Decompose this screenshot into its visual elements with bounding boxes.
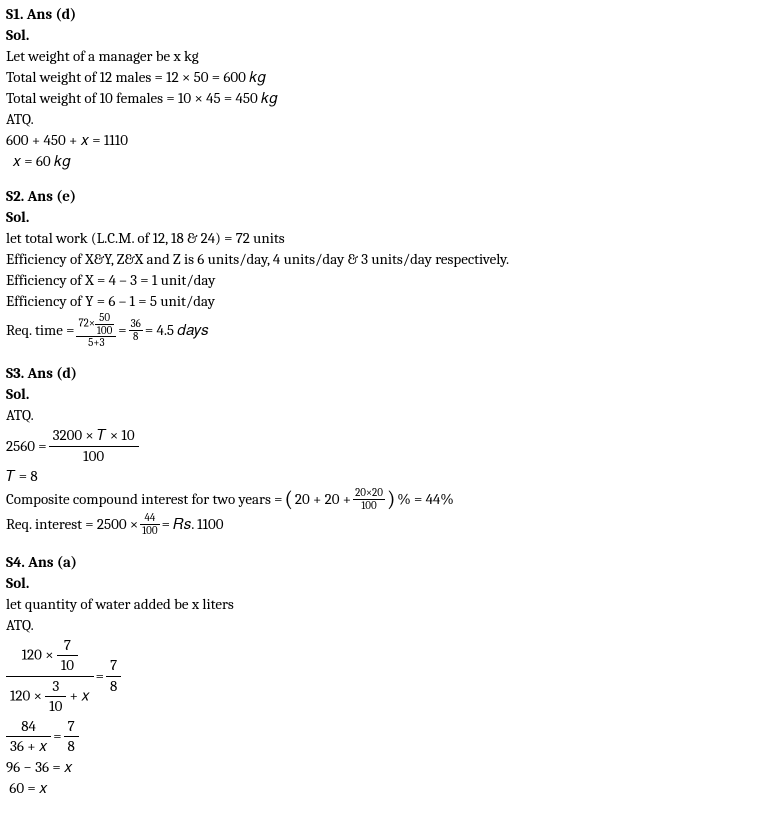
s1-line4: ATQ.	[6, 109, 771, 130]
s3-sol-label: Sol.	[6, 384, 771, 405]
s4-line5: 96 − 36 = 𝑥	[6, 757, 771, 778]
s2-frac1: 72×50100 5+3	[76, 312, 116, 349]
s3-req-row: Req. interest = 2500 × 44 100 = 𝑅𝑠. 1100	[6, 512, 771, 537]
s2-f1-inner-num: 50	[95, 312, 114, 325]
s4-mid-lhs-den: 36 + 𝑥	[6, 737, 51, 757]
s1-l3a: Total weight of 10 females =	[6, 89, 178, 107]
s4-rhs2: 7 8	[64, 717, 79, 757]
s2-frac2: 36 8	[129, 318, 143, 343]
s3-comp-in: 20 + 20 +	[295, 489, 351, 510]
s1-l2b: 12 × 50 = 600 𝑘𝑔	[166, 68, 265, 86]
s1-heading: S1. Ans (d)	[6, 4, 771, 25]
s4-line6: 60 = 𝑥	[6, 778, 771, 799]
s2-req-time-row: Req. time = 72×50100 5+3 = 36 8 = 4.5 𝑑𝑎…	[6, 312, 771, 349]
s3-bigfrac: 3200 × 𝑇 × 10 100	[49, 426, 139, 466]
s3-comp-frac: 20×20 100	[353, 487, 385, 512]
s3-eq-den: 100	[49, 447, 139, 467]
s4-rhs1-den: 8	[106, 677, 121, 697]
s3-eq-row: 2560 = 3200 × 𝑇 × 10 100	[6, 426, 771, 466]
s3-req-a: Req. interest = 2500 ×	[6, 514, 138, 535]
s4-rhs2-den: 8	[64, 737, 79, 757]
s4-bignum-frac: 710	[57, 636, 78, 676]
solution-s4: S4. Ans (a) Sol. let quantity of water a…	[6, 552, 771, 799]
s1-l3b: 10 × 45 = 450 𝑘𝑔	[178, 89, 277, 107]
s4-mid-lhs: 84 36 + 𝑥	[6, 717, 51, 757]
s3-eq-lhs: 2560 =	[6, 436, 47, 457]
s2-line2: Efficiency of X&Y, Z&X and Z is 6 units/…	[6, 249, 771, 270]
s4-line1: let quantity of water added be x liters	[6, 594, 771, 615]
s4-bignum-frac-den: 10	[57, 656, 78, 676]
s4-bigden-b: + 𝑥	[66, 686, 89, 704]
s4-mid-lhs-num: 84	[6, 717, 51, 738]
s3-comp-a: Composite compound interest for two year…	[6, 489, 282, 510]
solution-s3: S3. Ans (d) Sol. ATQ. 2560 = 3200 × 𝑇 × …	[6, 363, 771, 537]
s4-line2: ATQ.	[6, 615, 771, 636]
s2-sol-label: Sol.	[6, 207, 771, 228]
s4-heading: S4. Ans (a)	[6, 552, 771, 573]
s3-line1: ATQ.	[6, 405, 771, 426]
s3-comp-b: % = 44%	[397, 489, 453, 510]
s4-bigden-frac: 310	[45, 677, 66, 717]
s4-eq1: =	[96, 666, 104, 687]
s4-bigfrac-lhs: 120 × 710 120 × 310 + 𝑥	[6, 636, 94, 717]
s1-sol-label: Sol.	[6, 25, 771, 46]
s3-heading: S3. Ans (d)	[6, 363, 771, 384]
s2-line4: Efficiency of Y = 6 – 1 = 5 unit/day	[6, 291, 771, 312]
s4-mideq-row: 84 36 + 𝑥 = 7 8	[6, 717, 771, 757]
s4-bignum-frac-num: 7	[57, 636, 78, 657]
s4-bigden-a: 120 ×	[10, 686, 45, 704]
s3-req-frac: 44 100	[140, 512, 159, 537]
s4-bigden-frac-den: 10	[45, 697, 66, 717]
s2-f1-num-a: 72×	[78, 317, 94, 330]
s4-sol-label: Sol.	[6, 573, 771, 594]
s2-eq2: = 4.5 𝑑𝑎𝑦𝑠	[145, 320, 209, 341]
s4-bignum-a: 120 ×	[22, 645, 57, 663]
s1-line2: Total weight of 12 males = 12 × 50 = 600…	[6, 67, 771, 88]
s4-rhs2-num: 7	[64, 717, 79, 738]
s2-f2-den: 8	[129, 331, 143, 343]
s2-f1-den: 5+3	[76, 337, 116, 349]
s2-eq1: =	[118, 320, 126, 341]
s2-f1-inner-frac: 50100	[95, 312, 114, 336]
s4-rhs1: 7 8	[106, 656, 121, 696]
s3-req-frac-den: 100	[140, 525, 159, 537]
s4-eq2: =	[53, 726, 61, 747]
s1-l2a: Total weight of 12 males =	[6, 68, 166, 86]
s3-eq-num: 3200 × 𝑇 × 10	[49, 426, 139, 447]
s4-bigeq-row: 120 × 710 120 × 310 + 𝑥 = 7 8	[6, 636, 771, 717]
s2-heading: S2. Ans (e)	[6, 186, 771, 207]
s2-line3: Efficiency of X = 4 – 3 = 1 unit/day	[6, 270, 771, 291]
s3-line3: 𝑇 = 8	[6, 466, 771, 487]
s2-req-label: Req. time =	[6, 320, 74, 341]
solution-s2: S2. Ans (e) Sol. let total work (L.C.M. …	[6, 186, 771, 349]
s4-bigden-frac-num: 3	[45, 677, 66, 698]
s1-line3: Total weight of 10 females = 10 × 45 = 4…	[6, 88, 771, 109]
s1-line5: 600 + 450 + 𝑥 = 1110	[6, 130, 771, 151]
s4-rhs1-num: 7	[106, 656, 121, 677]
s2-line1: let total work (L.C.M. of 12, 18 & 24) =…	[6, 228, 771, 249]
s2-f1-inner-den: 100	[95, 325, 114, 337]
solution-s1: S1. Ans (d) Sol. Let weight of a manager…	[6, 4, 771, 172]
s3-req-b: = 𝑅𝑠. 1100	[162, 514, 224, 535]
s1-line1: Let weight of a manager be x kg	[6, 46, 771, 67]
s3-comp-frac-den: 100	[353, 500, 385, 512]
s3-composite-row: Composite compound interest for two year…	[6, 487, 771, 512]
s1-line6: 𝑥 = 60 𝑘𝑔	[6, 151, 771, 172]
